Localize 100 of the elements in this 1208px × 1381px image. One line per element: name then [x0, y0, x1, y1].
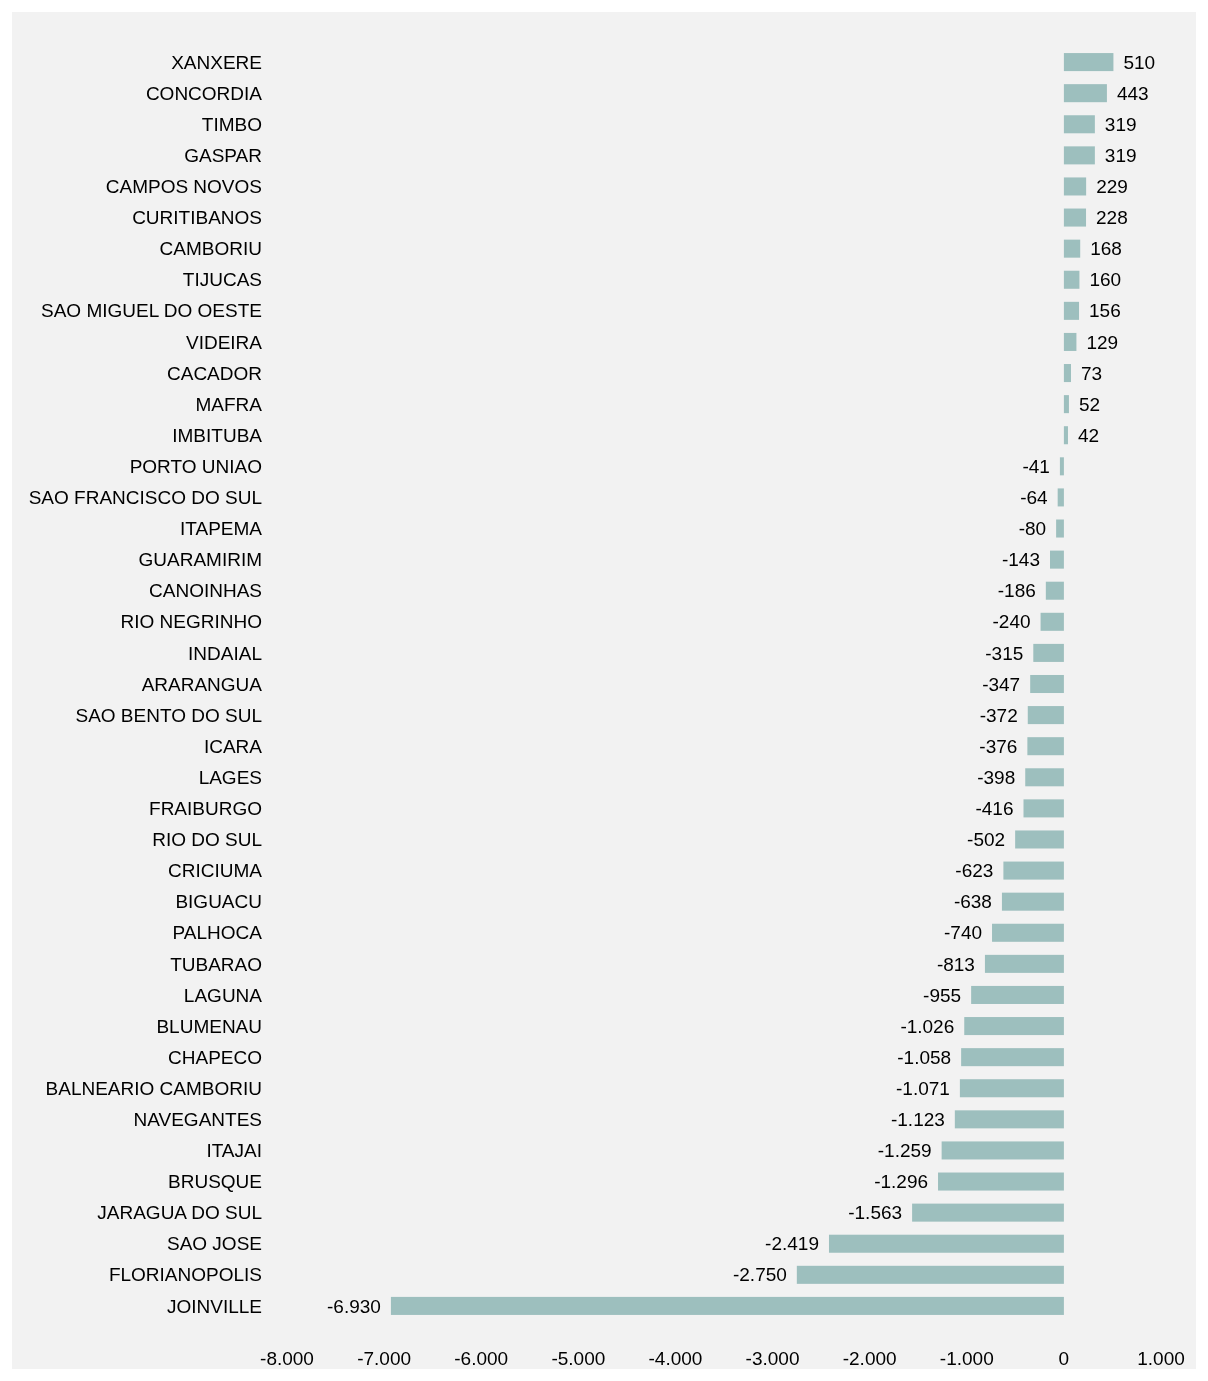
data-label: -186 — [997, 580, 1036, 602]
y-tick-label: BIGUACU — [175, 891, 262, 913]
bar — [1063, 53, 1114, 72]
data-label: -41 — [1022, 455, 1050, 477]
data-label: -2.750 — [732, 1264, 787, 1286]
bar — [390, 1296, 1064, 1315]
y-tick-label: TIMBO — [201, 113, 262, 135]
data-label: 156 — [1089, 300, 1121, 322]
bar — [1063, 146, 1095, 165]
bar — [938, 1172, 1064, 1191]
data-label: -240 — [992, 611, 1031, 633]
x-tick-label: -2.000 — [842, 1347, 897, 1369]
bar — [796, 1265, 1064, 1284]
data-label: -638 — [953, 891, 992, 913]
data-label: -2.419 — [765, 1233, 819, 1255]
y-tick-label: XANXERE — [171, 51, 262, 73]
data-label: 160 — [1089, 269, 1122, 291]
y-tick-label: CHAPECO — [168, 1046, 262, 1068]
y-tick-label: VIDEIRA — [185, 331, 263, 353]
data-label: -143 — [1001, 549, 1040, 571]
y-tick-label: ITAPEMA — [180, 518, 263, 540]
data-label: 228 — [1096, 207, 1128, 229]
data-label: -1.296 — [874, 1171, 929, 1193]
data-label: -1.123 — [890, 1109, 945, 1130]
data-label: 73 — [1080, 362, 1103, 384]
x-tick-label: -3.000 — [745, 1347, 800, 1369]
data-label: -376 — [979, 735, 1018, 757]
bar — [1063, 208, 1087, 227]
data-label: 52 — [1078, 393, 1101, 415]
bar — [984, 954, 1064, 973]
x-tick-label: -7.000 — [357, 1347, 412, 1369]
bar — [1063, 84, 1107, 103]
y-tick-label: PALHOCA — [172, 922, 263, 944]
bar — [1030, 674, 1064, 694]
bar — [1033, 643, 1064, 662]
y-tick-label: CONCORDIA — [145, 82, 263, 104]
data-label: -6.930 — [327, 1295, 381, 1317]
bar — [1025, 768, 1064, 787]
y-tick-label: BALNEARIO CAMBORIU — [45, 1077, 262, 1099]
y-tick-label: CURITIBANOS — [132, 207, 262, 229]
bar — [1059, 457, 1064, 476]
x-tick-label: -5.000 — [551, 1347, 606, 1369]
data-label: -398 — [977, 766, 1016, 788]
data-label: -623 — [955, 860, 994, 882]
y-tick-label: FLORIANOPOLIS — [108, 1264, 262, 1286]
data-label: -315 — [985, 642, 1024, 664]
x-tick-label: -8.000 — [260, 1347, 314, 1369]
data-label: -80 — [1018, 518, 1047, 540]
bar — [1040, 612, 1064, 631]
y-tick-label: TIJUCAS — [182, 269, 262, 291]
data-label: 168 — [1090, 238, 1122, 260]
bar — [961, 1048, 1064, 1067]
y-tick-label: SAO MIGUEL DO OESTE — [40, 300, 262, 322]
bar — [1056, 519, 1064, 538]
y-tick-label: RIO DO SUL — [152, 829, 262, 851]
data-label: -955 — [923, 984, 962, 1006]
x-tick-label: 0 — [1058, 1347, 1070, 1369]
bar — [1063, 270, 1080, 289]
y-tick-label: IMBITUBA — [172, 424, 263, 446]
data-label: -347 — [982, 673, 1021, 695]
bar — [964, 1017, 1064, 1036]
data-label: 129 — [1086, 331, 1119, 353]
bar — [971, 985, 1064, 1004]
y-tick-label: SAO JOSE — [166, 1233, 262, 1255]
y-tick-label: GUARAMIRIM — [138, 549, 262, 571]
data-label: -502 — [967, 829, 1006, 851]
y-tick-label: RIO NEGRINHO — [120, 611, 262, 633]
data-label: -1.058 — [897, 1046, 952, 1068]
bar — [1057, 488, 1064, 507]
data-label: -1.071 — [896, 1077, 950, 1099]
data-label: -416 — [975, 798, 1014, 820]
bar — [954, 1110, 1064, 1129]
data-label: 229 — [1096, 176, 1128, 198]
y-tick-label: MAFRA — [195, 393, 263, 415]
y-tick-label: ITAJAI — [206, 1140, 262, 1162]
data-label: -1.026 — [900, 1015, 955, 1037]
y-tick-label: LAGES — [198, 766, 262, 788]
bar — [1027, 737, 1064, 756]
data-label: 510 — [1123, 51, 1156, 73]
y-tick-label: PORTO UNIAO — [129, 455, 262, 477]
data-label: -740 — [944, 922, 983, 944]
bar — [912, 1203, 1064, 1222]
y-tick-label: ICARA — [203, 735, 263, 757]
y-tick-label: CAMBORIU — [159, 238, 262, 260]
bar — [1063, 239, 1081, 258]
bar — [828, 1234, 1064, 1253]
bar — [1063, 177, 1087, 196]
bar — [1015, 830, 1064, 849]
data-label: 42 — [1077, 424, 1100, 446]
bar — [1063, 301, 1080, 320]
y-tick-label: JARAGUA DO SUL — [97, 1202, 262, 1224]
bar — [1063, 364, 1071, 383]
y-tick-label: GASPAR — [184, 145, 262, 167]
x-tick-label: -6.000 — [454, 1347, 509, 1369]
bar — [1027, 706, 1064, 725]
y-tick-label: TUBARAO — [170, 953, 262, 975]
data-label: 443 — [1116, 82, 1149, 104]
bar — [1045, 581, 1064, 600]
data-label: -64 — [1020, 487, 1049, 509]
bar — [1003, 861, 1064, 880]
